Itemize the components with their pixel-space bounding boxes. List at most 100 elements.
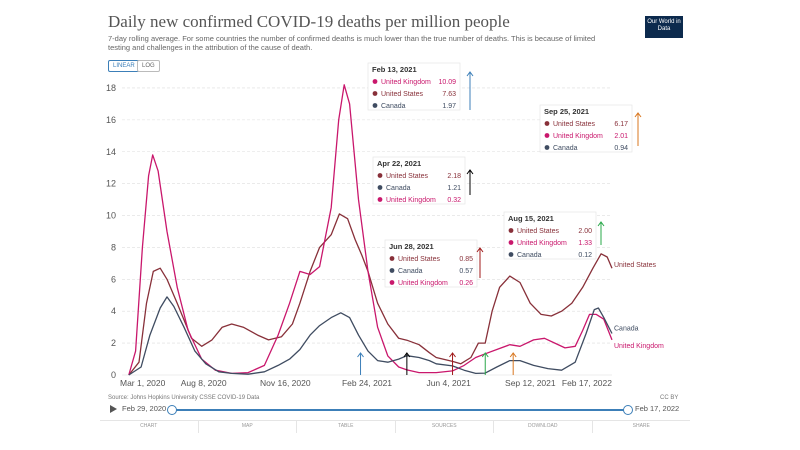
timeline-start-label: Feb 29, 2020 [122,404,167,413]
series-line-united-states [128,213,613,376]
series-line-canada [128,296,613,376]
tooltip-legend-dot [372,79,378,84]
y-tick-label: 18 [106,83,116,93]
tooltip-country: United Kingdom [553,133,603,140]
tab-map[interactable]: MAP [199,421,297,433]
tooltip-country: United States [398,256,441,263]
tooltip-date: Feb 13, 2021 [372,65,417,74]
tooltip-country: United Kingdom [386,197,436,204]
tooltip-box [372,156,466,205]
tooltip-country: United States [386,173,429,180]
tooltip-country: United Kingdom [398,280,448,287]
tooltip-country: United Kingdom [381,79,431,86]
tooltip-country: Canada [381,103,406,110]
y-tick-label: 10 [106,211,116,221]
tooltip-value: 0.85 [459,256,473,263]
tooltip-country: Canada [398,268,423,275]
timeline-start-handle[interactable] [167,405,177,415]
tooltip-box [503,211,597,260]
series-line-united-kingdom [128,84,613,376]
tooltip-country: United States [381,91,424,98]
tooltip-value: 7.63 [442,91,456,98]
source-note: Source: Johns Hopkins University CSSE CO… [108,395,260,401]
tooltip-date: Sep 25, 2021 [544,107,589,116]
tooltip-legend-dot [372,91,378,96]
tooltip-date: Jun 28, 2021 [389,242,434,251]
tooltip-value: 0.12 [578,252,592,259]
x-tick-label: Feb 24, 2021 [342,378,392,388]
tooltip-value: 2.01 [614,133,628,140]
tooltip-legend-dot [508,252,514,257]
chart-title: Daily new confirmed COVID-19 deaths per … [108,12,510,31]
tooltip-legend-dot [544,145,550,150]
y-tick-label: 12 [106,179,116,189]
tooltip-legend-dot [377,197,383,202]
tooltip-legend-dot [389,280,395,285]
tooltip-value: 0.26 [459,280,473,287]
arrow-head-icon [509,352,517,358]
tooltip-box [539,104,633,153]
tooltip-legend-dot [544,121,550,126]
timeline-track[interactable] [170,409,628,411]
arrow-head-icon [449,352,456,358]
tab-table[interactable]: TABLE [297,421,396,433]
arrow-head-icon [481,352,489,358]
y-tick-label: 16 [106,115,116,125]
tooltip-legend-dot [377,185,383,190]
x-tick-label: Feb 17, 2022 [562,378,612,388]
tooltip-value: 2.00 [578,228,592,235]
tooltip-country: Canada [517,252,542,259]
y-tick-label: 14 [106,147,116,157]
arrow-up-icon [476,247,484,253]
tooltip-value: 6.17 [614,121,628,128]
chart-subtitle: 7-day rolling average. For some countrie… [108,34,596,52]
log-scale-button[interactable]: LOG [137,60,160,72]
tooltip-legend-dot [544,133,550,138]
arrow-up-icon [466,71,474,77]
tooltip-legend-dot [377,173,383,178]
series-end-label: United States [614,262,657,269]
tooltip-value: 0.94 [614,145,628,152]
arrow-head-icon [357,352,364,358]
tooltip-legend-dot [508,228,514,233]
tooltip-legend-dot [508,240,514,245]
tooltip-legend-dot [389,256,395,261]
tab-bar: CHART MAP TABLE SOURCES DOWNLOAD SHARE [100,420,690,433]
tooltip-country: Canada [386,185,411,192]
tooltip-country: Canada [553,145,578,152]
timeline-end-label: Feb 17, 2022 [635,404,680,413]
arrow-up-icon [466,169,474,175]
tooltip-country: United Kingdom [517,240,567,247]
tooltip-value: 0.57 [459,268,473,275]
tooltip-country: United States [553,121,596,128]
tab-download[interactable]: DOWNLOAD [494,421,593,433]
tooltip-date: Apr 22, 2021 [377,159,421,168]
owid-logo[interactable]: Our World in Data [645,16,683,38]
tab-share[interactable]: SHARE [632,423,650,429]
tooltip-value: 2.18 [447,173,461,180]
tooltip-country: United States [517,228,560,235]
y-tick-label: 0 [111,370,116,380]
tooltip-value: 1.33 [578,240,592,247]
series-end-label: Canada [614,326,639,333]
tooltip-value: 1.21 [447,185,461,192]
x-tick-label: Mar 1, 2020 [120,378,166,388]
tooltip-legend-dot [389,268,395,273]
x-tick-label: Jun 4, 2021 [426,378,471,388]
tooltip-date: Aug 15, 2021 [508,214,554,223]
tab-sources[interactable]: SOURCES [396,421,494,433]
series-end-label: United Kingdom [614,343,664,350]
timeline-end-handle[interactable] [623,405,633,415]
x-tick-label: Aug 8, 2020 [181,378,227,388]
arrow-head-icon [403,352,411,358]
y-tick-label: 4 [111,306,116,316]
tooltip-box [367,62,461,111]
tab-chart[interactable]: CHART [100,421,199,433]
tooltip-value: 10.09 [438,79,456,86]
x-tick-label: Sep 12, 2021 [505,378,556,388]
license-label[interactable]: CC BY [660,395,679,401]
tooltip-value: 1.97 [442,103,456,110]
play-icon[interactable] [110,405,117,413]
